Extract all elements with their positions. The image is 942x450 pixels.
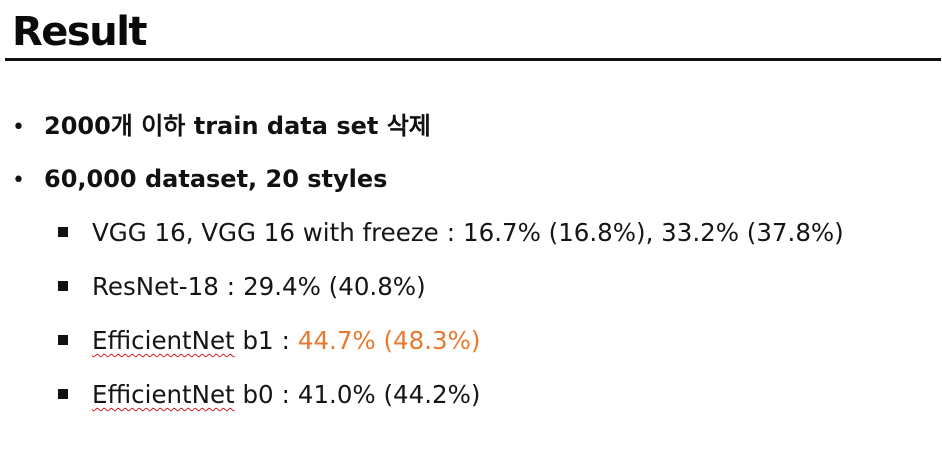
bullet-item: • 60,000 dataset, 20 styles — [12, 159, 387, 199]
sub-bullet-value-highlighted: 44.7% (48.3%) — [297, 326, 481, 355]
square-bullet-icon — [58, 227, 68, 237]
sub-bullet-separator: : — [281, 380, 290, 409]
bullet-text: 60,000 dataset, 20 styles — [44, 165, 388, 193]
sub-bullet-item: VGG 16, VGG 16 with freeze:16.7% (16.8%)… — [58, 213, 844, 253]
square-bullet-icon — [58, 389, 68, 399]
sub-bullet-item: EfficientNet b1:44.7% (48.3%) — [58, 321, 480, 361]
sub-bullet-label: ResNet-18 — [92, 272, 219, 301]
spellcheck-word: EfficientNet — [92, 380, 235, 409]
sub-bullet-value: 16.7% (16.8%), 33.2% (37.8%) — [463, 218, 844, 247]
sub-bullet-separator: : — [281, 326, 290, 355]
sub-bullet-item: EfficientNet b0:41.0% (44.2%) — [58, 375, 480, 415]
square-bullet-icon — [58, 281, 68, 291]
sub-bullet-separator: : — [226, 272, 236, 301]
sub-bullet-label-suffix: b0 — [234, 380, 274, 409]
bullet-dot-icon: • — [12, 115, 25, 140]
slide-title: Result — [12, 9, 148, 55]
spellcheck-word: EfficientNet — [92, 326, 235, 355]
bullet-text: 2000개 이하 train data set 삭제 — [44, 112, 431, 140]
square-bullet-icon — [58, 335, 68, 345]
sub-bullet-value: 41.0% (44.2%) — [297, 380, 481, 409]
sub-bullet-label: VGG 16, VGG 16 with freeze — [92, 218, 439, 247]
sub-bullet-value: 29.4% (40.8%) — [243, 272, 426, 301]
sub-bullet-separator: : — [446, 218, 456, 247]
sub-bullet-label-suffix: b1 — [234, 326, 274, 355]
bullet-dot-icon: • — [12, 168, 25, 193]
bullet-item: • 2000개 이하 train data set 삭제 — [12, 106, 431, 146]
sub-bullet-item: ResNet-18:29.4% (40.8%) — [58, 267, 426, 307]
title-underline — [5, 58, 941, 61]
